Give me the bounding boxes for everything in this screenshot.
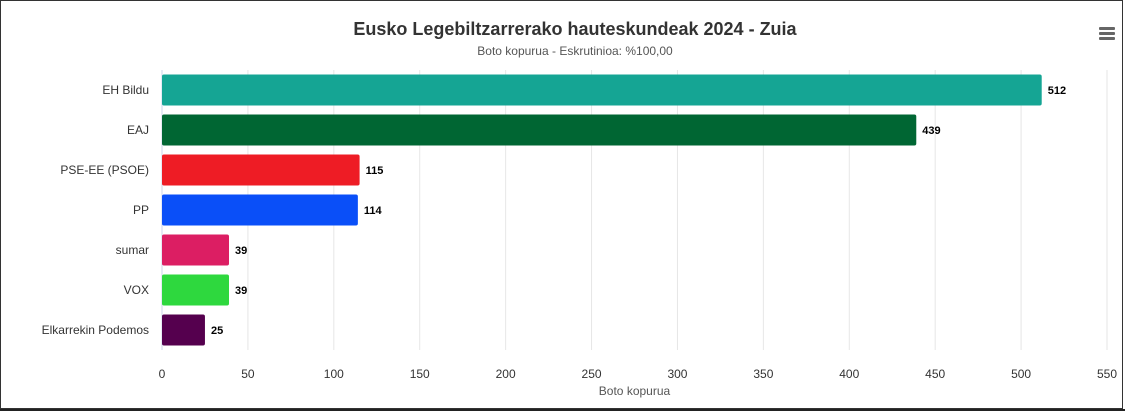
x-tick-label: 200 xyxy=(496,367,516,381)
category-label: Elkarrekin Podemos xyxy=(42,323,149,337)
x-tick-label: 250 xyxy=(582,367,602,381)
x-tick-label: 150 xyxy=(410,367,430,381)
data-label: 512 xyxy=(1048,85,1066,97)
data-label: 39 xyxy=(235,245,247,257)
category-label: EH Bildu xyxy=(102,83,149,97)
bar[interactable] xyxy=(162,74,1042,106)
data-label: 39 xyxy=(235,285,247,297)
x-axis-title: Boto kopurua xyxy=(599,384,671,398)
data-label: 439 xyxy=(922,125,940,137)
bar[interactable] xyxy=(162,154,360,186)
x-tick-label: 50 xyxy=(241,367,255,381)
data-label: 114 xyxy=(364,205,383,217)
category-label: EAJ xyxy=(127,123,149,137)
category-label: PP xyxy=(133,203,149,217)
x-tick-label: 450 xyxy=(925,367,945,381)
x-tick-label: 550 xyxy=(1097,367,1117,381)
frame-bottom-border xyxy=(0,409,1125,411)
bar[interactable] xyxy=(162,234,230,266)
category-label: sumar xyxy=(116,243,149,257)
bar[interactable] xyxy=(162,114,917,146)
bar[interactable] xyxy=(162,314,205,346)
chart-subtitle: Boto kopurua - Eskrutinioa: %100,00 xyxy=(477,44,673,58)
x-tick-label: 350 xyxy=(753,367,773,381)
hamburger-menu-icon[interactable] xyxy=(1099,27,1115,41)
data-label: 115 xyxy=(366,165,384,177)
bar[interactable] xyxy=(162,194,358,226)
x-tick-label: 0 xyxy=(159,367,166,381)
x-tick-label: 100 xyxy=(324,367,344,381)
x-tick-label: 400 xyxy=(839,367,859,381)
chart-title: Eusko Legebiltzarrerako hauteskundeak 20… xyxy=(353,19,797,39)
data-label: 25 xyxy=(211,325,223,337)
category-label: VOX xyxy=(124,283,149,297)
x-tick-label: 300 xyxy=(667,367,687,381)
bar[interactable] xyxy=(162,274,230,306)
x-tick-label: 500 xyxy=(1011,367,1031,381)
category-label: PSE-EE (PSOE) xyxy=(60,163,149,177)
